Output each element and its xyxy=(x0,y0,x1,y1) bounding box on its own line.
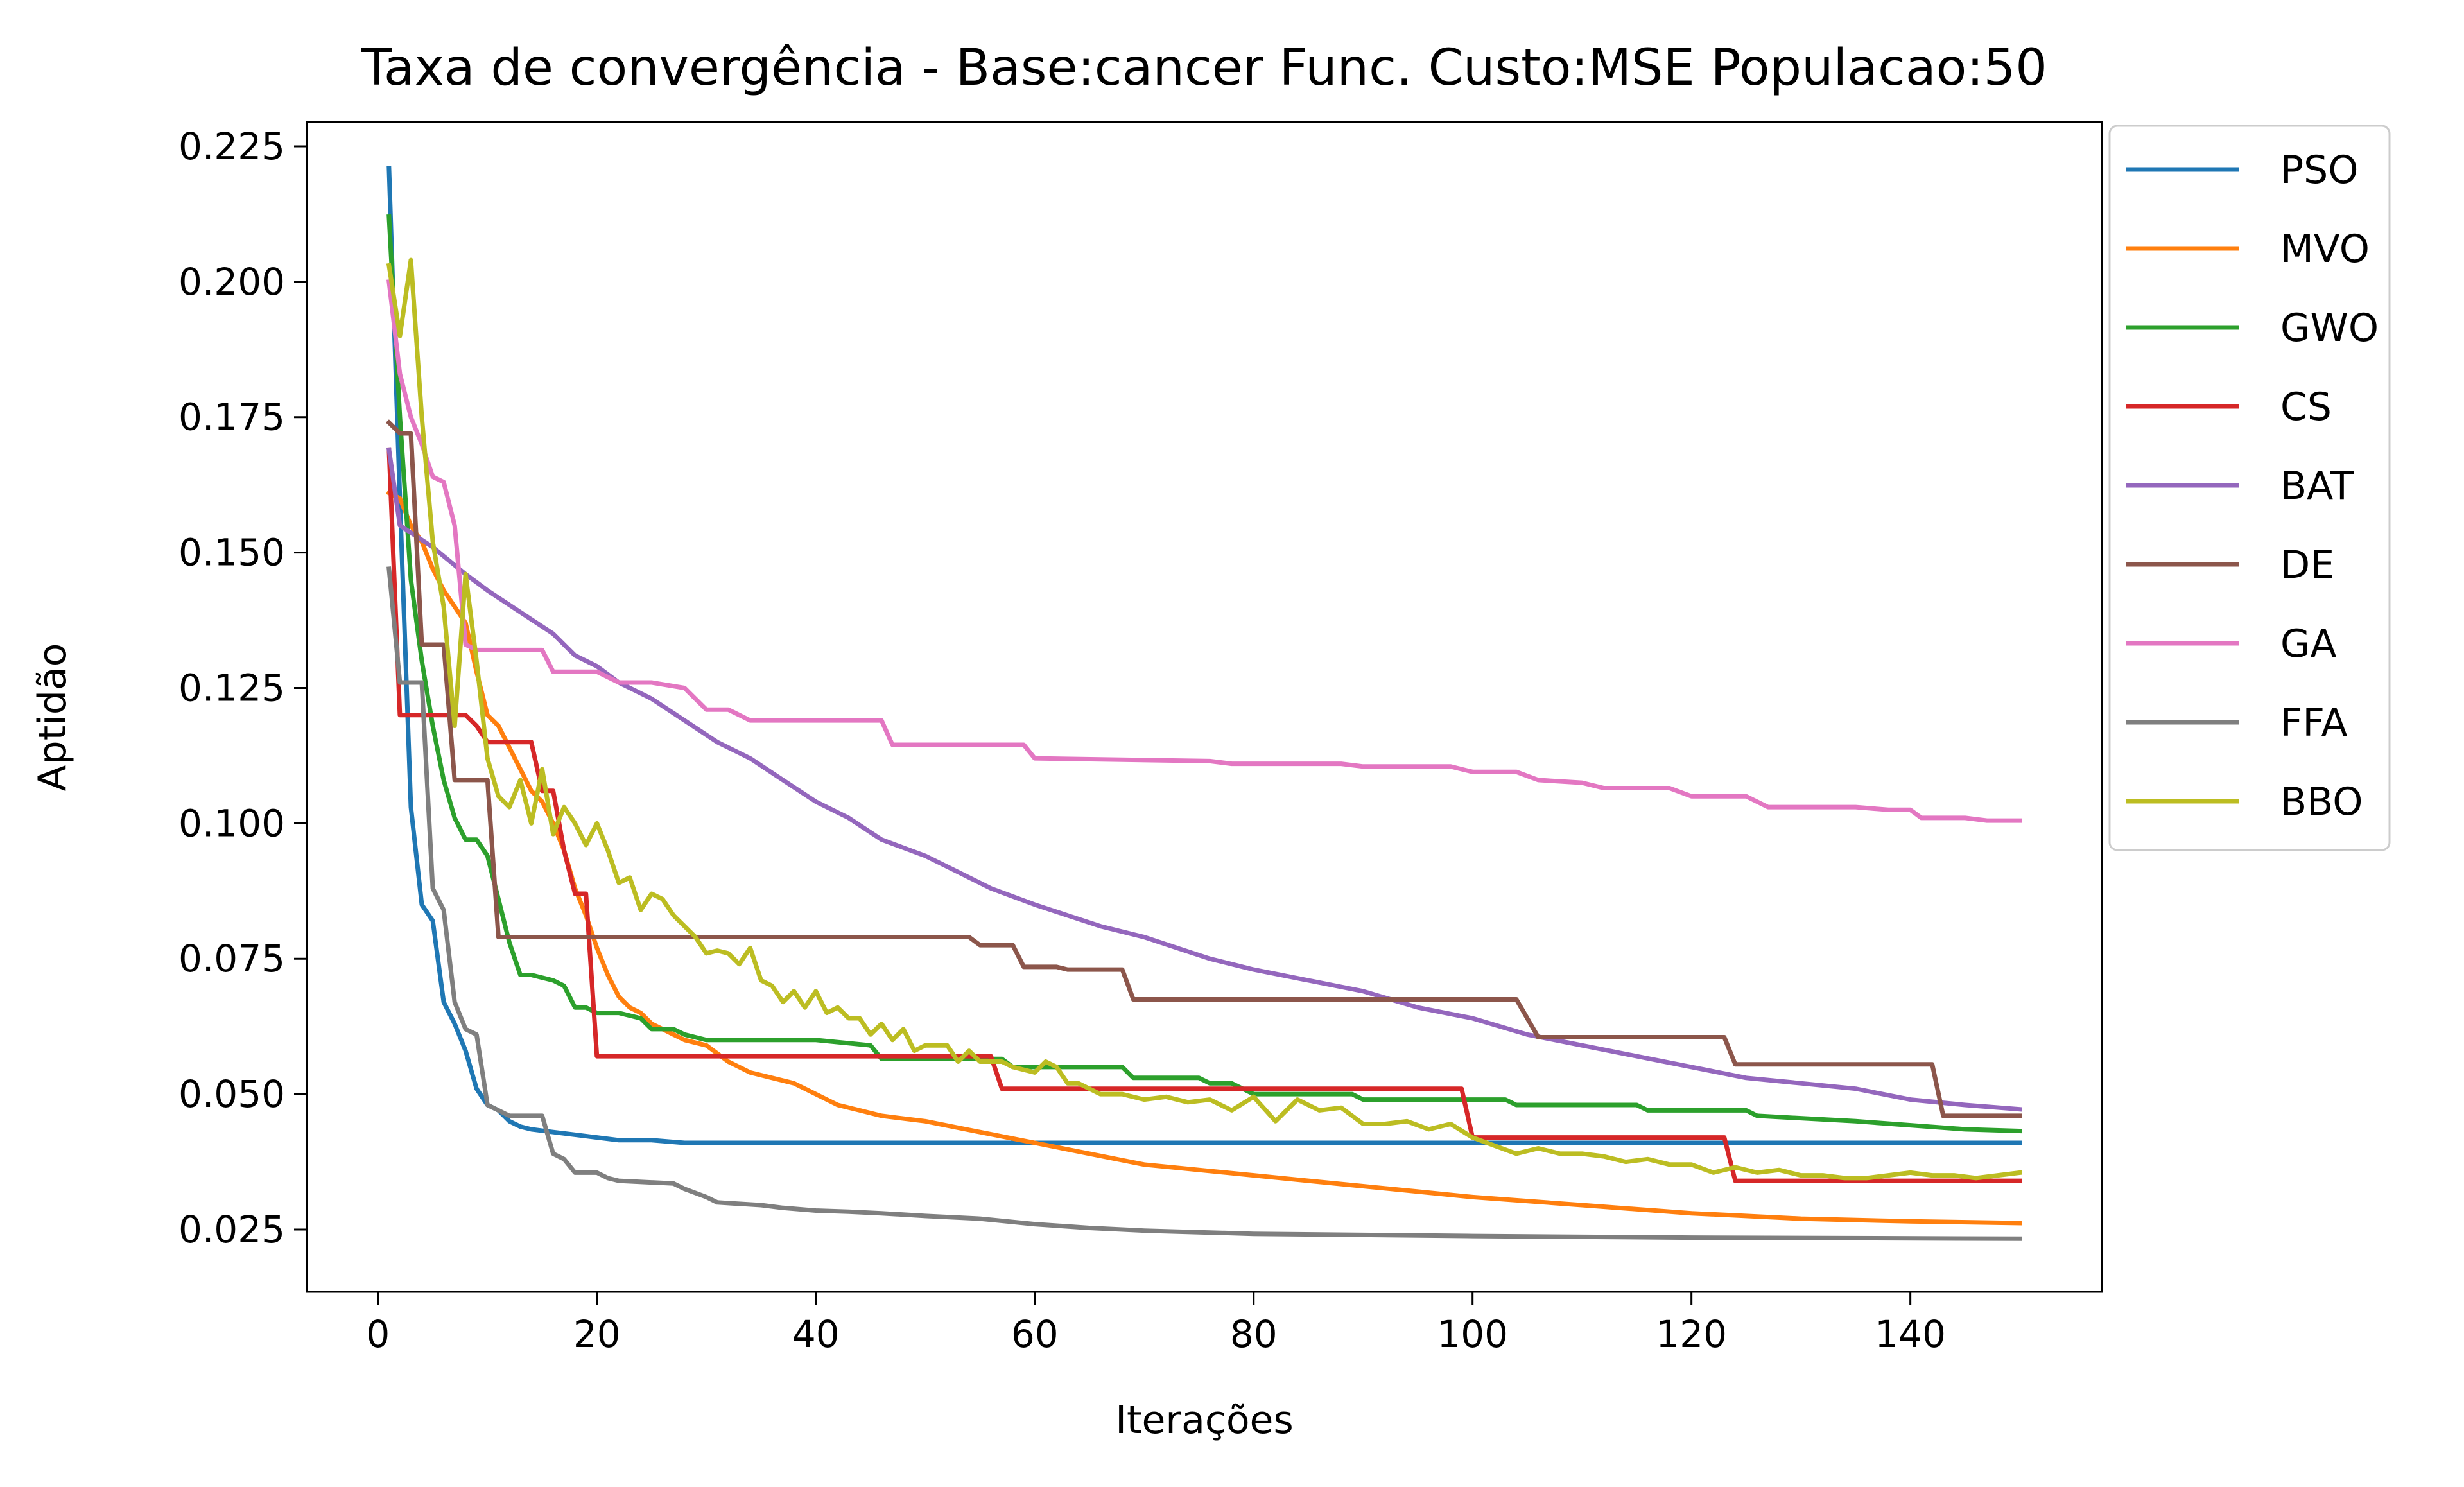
x-tick-label: 80 xyxy=(1230,1312,1278,1356)
x-tick-label: 140 xyxy=(1875,1312,1946,1356)
series-line-gwo xyxy=(386,214,2022,1134)
series-line-bat xyxy=(386,447,2022,1112)
y-tick-label: 0.150 xyxy=(178,531,285,575)
series-line-ga xyxy=(386,279,2022,823)
x-tick-label: 60 xyxy=(1011,1312,1059,1356)
y-tick-label: 0.025 xyxy=(178,1208,285,1251)
y-tick-label: 0.200 xyxy=(178,260,285,304)
legend-entry-cs: CS xyxy=(2280,385,2332,430)
x-axis-label: Iterações xyxy=(1115,1398,1293,1443)
y-axis-ticks: 0.025 0.050 0.075 0.100 0.125 0.150 0.175 0.200… xyxy=(178,125,307,1251)
x-tick-label: 20 xyxy=(573,1312,621,1356)
series-line-mvo xyxy=(386,490,2022,1226)
x-tick-label: 120 xyxy=(1656,1312,1727,1356)
series-line-de xyxy=(385,419,2022,1118)
y-tick-label: 0.075 xyxy=(178,937,285,980)
legend-entry-pso: PSO xyxy=(2280,148,2359,193)
legend-entry-bbo: BBO xyxy=(2280,779,2363,824)
y-tick-label: 0.225 xyxy=(178,125,285,168)
series-line-bbo xyxy=(386,257,2023,1181)
plot-background xyxy=(307,122,2102,1292)
series-line-pso xyxy=(386,166,2022,1145)
legend-box xyxy=(2108,125,2391,851)
y-tick-label: 0.100 xyxy=(178,801,285,845)
y-axis-label: Aptidão xyxy=(30,643,75,792)
legend-entry-ga: GA xyxy=(2280,622,2337,666)
x-axis-ticks: 0 20 40 60 80 100 120 140 xyxy=(366,1292,1946,1356)
plot-area xyxy=(306,121,2103,1293)
legend: PSO MVO GWO CS BAT DE GA FFA BBO xyxy=(2108,125,2391,851)
y-tick-label: 0.175 xyxy=(178,396,285,439)
y-tick-label: 0.050 xyxy=(178,1072,285,1116)
legend-entry-mvo: MVO xyxy=(2280,227,2370,272)
legend-entry-de: DE xyxy=(2280,543,2334,587)
legend-entry-gwo: GWO xyxy=(2280,306,2379,351)
x-tick-label: 100 xyxy=(1437,1312,1508,1356)
x-tick-label: 40 xyxy=(792,1312,840,1356)
plot-frame xyxy=(306,121,2103,1293)
series-line-ffa xyxy=(386,566,2022,1241)
y-tick-label: 0.125 xyxy=(178,666,285,709)
chart-title: Taxa de convergência - Base:cancer Func.… xyxy=(361,39,2047,97)
legend-entry-bat: BAT xyxy=(2280,464,2354,509)
x-tick-label: 0 xyxy=(366,1312,390,1356)
legend-entry-ffa: FFA xyxy=(2280,700,2348,745)
